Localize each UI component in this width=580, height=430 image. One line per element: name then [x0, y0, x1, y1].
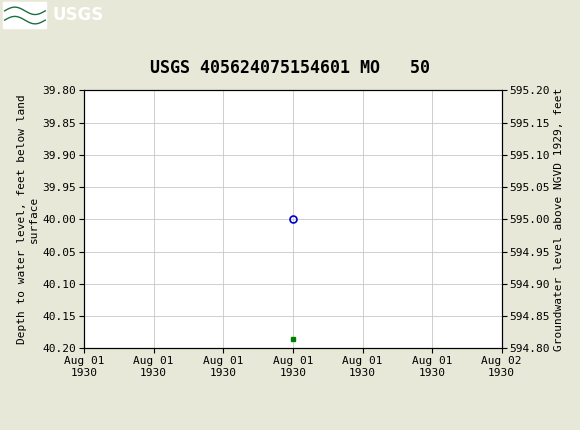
FancyBboxPatch shape [3, 3, 46, 28]
Text: USGS: USGS [52, 6, 103, 25]
Y-axis label: Depth to water level, feet below land
surface: Depth to water level, feet below land su… [17, 95, 38, 344]
Y-axis label: Groundwater level above NGVD 1929, feet: Groundwater level above NGVD 1929, feet [554, 88, 564, 351]
Text: USGS 405624075154601 MO   50: USGS 405624075154601 MO 50 [150, 59, 430, 77]
